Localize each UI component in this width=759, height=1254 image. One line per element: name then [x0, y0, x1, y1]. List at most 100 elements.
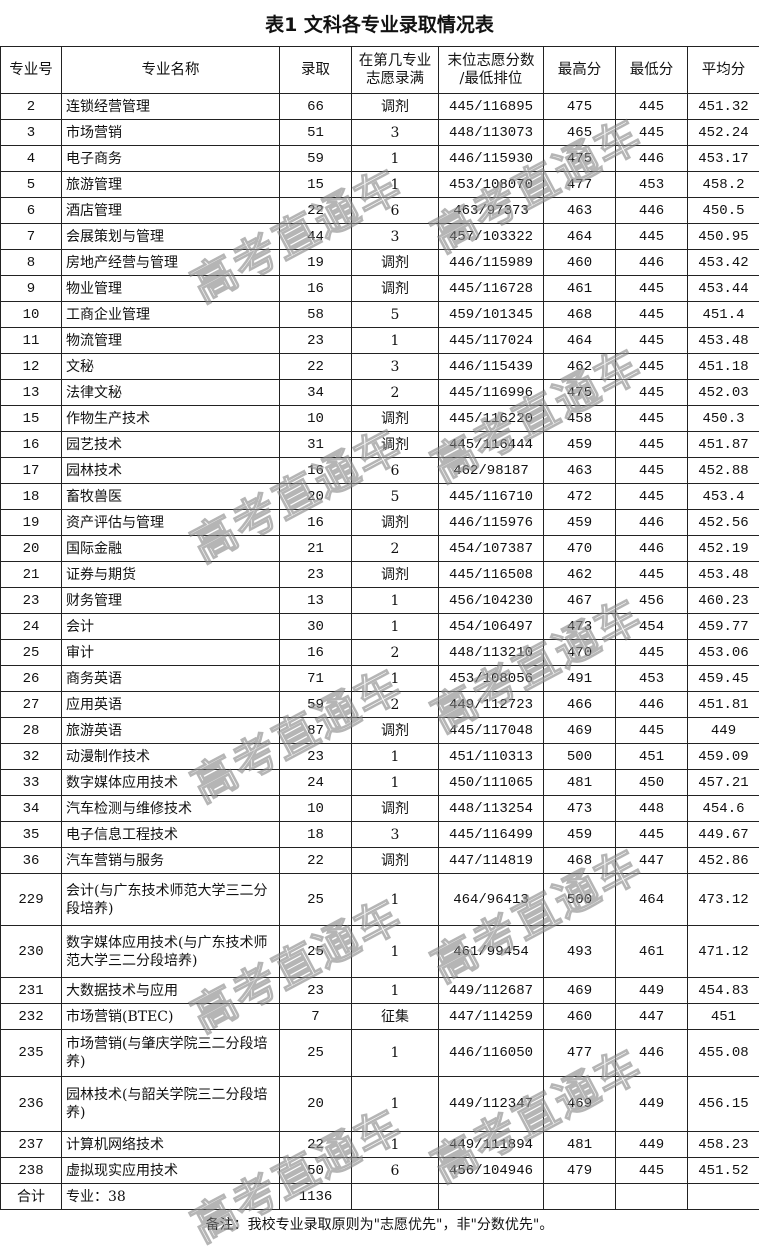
col-min-score-cell: 448 — [616, 796, 688, 822]
col-avg-score-header: 平均分 — [688, 47, 759, 94]
col-max-score-cell: 475 — [544, 94, 616, 120]
col-filled-at-choice-total-cell — [352, 1184, 439, 1210]
col-avg-score-cell: 459.09 — [688, 744, 759, 770]
col-avg-score-cell: 460.23 — [688, 588, 759, 614]
col-max-score-cell: 459 — [544, 510, 616, 536]
col-min-score-total-cell — [616, 1184, 688, 1210]
col-avg-score-cell: 452.86 — [688, 848, 759, 874]
col-major-name-cell: 国际金融 — [62, 536, 280, 562]
col-major-code-cell: 6 — [1, 198, 62, 224]
col-min-score-cell: 445 — [616, 640, 688, 666]
col-filled-at-choice-cell: 1 — [352, 1030, 439, 1077]
col-avg-score-cell: 452.88 — [688, 458, 759, 484]
col-major-code-cell: 7 — [1, 224, 62, 250]
col-admitted-cell: 20 — [280, 484, 352, 510]
col-major-code-cell: 236 — [1, 1077, 62, 1132]
col-max-score-cell: 470 — [544, 640, 616, 666]
col-major-code-cell: 24 — [1, 614, 62, 640]
col-avg-score-cell: 453.42 — [688, 250, 759, 276]
col-last-score-rank-cell: 454/106497 — [439, 614, 544, 640]
col-admitted-cell: 59 — [280, 146, 352, 172]
col-admitted-cell: 18 — [280, 822, 352, 848]
col-filled-at-choice-cell: 调剂 — [352, 562, 439, 588]
col-filled-at-choice-cell: 调剂 — [352, 432, 439, 458]
col-filled-at-choice-cell: 6 — [352, 1158, 439, 1184]
col-max-score-cell: 459 — [544, 432, 616, 458]
col-major-name-header: 专业名称 — [62, 47, 280, 94]
col-admitted-cell: 16 — [280, 276, 352, 302]
col-major-code-cell: 230 — [1, 926, 62, 978]
col-filled-at-choice-cell: 调剂 — [352, 848, 439, 874]
col-avg-score-cell: 458.23 — [688, 1132, 759, 1158]
col-major-name-cell: 证券与期货 — [62, 562, 280, 588]
col-admitted-cell: 22 — [280, 1132, 352, 1158]
col-min-score-header: 最低分 — [616, 47, 688, 94]
col-major-name-cell: 应用英语 — [62, 692, 280, 718]
col-last-score-rank-cell: 454/107387 — [439, 536, 544, 562]
col-min-score-cell: 447 — [616, 848, 688, 874]
col-max-score-cell: 469 — [544, 1077, 616, 1132]
col-filled-at-choice-cell: 3 — [352, 354, 439, 380]
col-last-score-rank-cell: 445/116996 — [439, 380, 544, 406]
col-max-score-cell: 462 — [544, 562, 616, 588]
col-avg-score-cell: 451.18 — [688, 354, 759, 380]
col-avg-score-cell: 453.48 — [688, 562, 759, 588]
col-max-score-cell: 470 — [544, 536, 616, 562]
col-major-name-cell: 会展策划与管理 — [62, 224, 280, 250]
col-filled-at-choice-cell: 1 — [352, 744, 439, 770]
col-major-name-cell: 园林技术 — [62, 458, 280, 484]
col-admitted-cell: 16 — [280, 458, 352, 484]
col-admitted-cell: 15 — [280, 172, 352, 198]
col-last-score-rank-cell: 457/103322 — [439, 224, 544, 250]
col-avg-score-cell: 471.12 — [688, 926, 759, 978]
col-major-code-header: 专业号 — [1, 47, 62, 94]
col-filled-at-choice-cell: 1 — [352, 978, 439, 1004]
col-max-score-cell: 467 — [544, 588, 616, 614]
col-avg-score-cell: 452.03 — [688, 380, 759, 406]
col-last-score-rank-cell: 448/113254 — [439, 796, 544, 822]
col-major-name-cell: 电子商务 — [62, 146, 280, 172]
col-min-score-cell: 446 — [616, 510, 688, 536]
col-major-name-cell: 电子信息工程技术 — [62, 822, 280, 848]
col-filled-at-choice-cell: 调剂 — [352, 718, 439, 744]
col-filled-at-choice-cell: 1 — [352, 146, 439, 172]
col-last-score-rank-cell: 448/113073 — [439, 120, 544, 146]
col-filled-at-choice-cell: 1 — [352, 770, 439, 796]
col-avg-score-cell: 457.21 — [688, 770, 759, 796]
col-avg-score-cell: 456.15 — [688, 1077, 759, 1132]
col-major-code-cell: 229 — [1, 874, 62, 926]
col-major-name-cell: 园艺技术 — [62, 432, 280, 458]
col-major-name-cell: 房地产经营与管理 — [62, 250, 280, 276]
col-major-code-cell: 3 — [1, 120, 62, 146]
col-major-name-cell: 计算机网络技术 — [62, 1132, 280, 1158]
col-major-name-cell: 市场营销(与肇庆学院三二分段培养) — [62, 1030, 280, 1077]
col-filled-at-choice-cell: 1 — [352, 926, 439, 978]
col-filled-at-choice-cell: 6 — [352, 458, 439, 484]
col-avg-score-cell: 454.6 — [688, 796, 759, 822]
col-major-code-cell: 8 — [1, 250, 62, 276]
col-min-score-cell: 445 — [616, 822, 688, 848]
col-max-score-cell: 466 — [544, 692, 616, 718]
col-major-code-cell: 5 — [1, 172, 62, 198]
col-avg-score-cell: 452.56 — [688, 510, 759, 536]
col-max-score-cell: 461 — [544, 276, 616, 302]
col-min-score-cell: 445 — [616, 224, 688, 250]
col-filled-at-choice-header: 在第几专业 志愿录满 — [352, 47, 439, 94]
col-filled-at-choice-cell: 1 — [352, 328, 439, 354]
footnote: 备注：我校专业录取原则为"志愿优先"，非"分数优先"。 — [0, 1208, 759, 1242]
col-major-code-cell: 25 — [1, 640, 62, 666]
col-major-name-cell: 畜牧兽医 — [62, 484, 280, 510]
col-major-code-cell: 4 — [1, 146, 62, 172]
col-major-name-total-cell: 专业：38 — [62, 1184, 280, 1210]
col-max-score-cell: 479 — [544, 1158, 616, 1184]
